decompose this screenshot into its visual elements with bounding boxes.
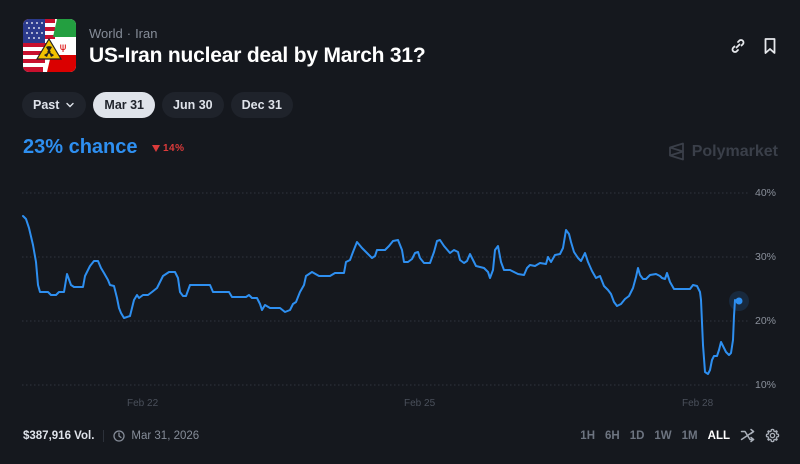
past-label: Past [33, 98, 60, 112]
price-chart[interactable] [0, 180, 800, 410]
svg-text:ψ: ψ [60, 42, 67, 53]
range-all[interactable]: ALL [707, 429, 730, 442]
volume: $387,916 Vol. [23, 430, 95, 442]
x-tick-feb-28: Feb 28 [682, 398, 714, 409]
settings-gear-icon[interactable] [765, 428, 780, 443]
x-tick-feb-22: Feb 22 [127, 398, 159, 409]
page-title: US-Iran nuclear deal by March 31? [89, 44, 426, 67]
y-tick-40: 40% [755, 187, 777, 199]
triangle-down-icon [152, 145, 160, 152]
breadcrumb-world[interactable]: World [89, 26, 123, 41]
range-6h[interactable]: 6H [605, 429, 620, 442]
change-indicator: 14% [152, 143, 185, 154]
range-1w[interactable]: 1W [654, 429, 672, 442]
price-line [22, 215, 740, 375]
date-selector: Past Mar 31 Jun 30 Dec 31 [22, 92, 293, 118]
brand-name: Polymarket [691, 142, 778, 160]
y-tick-20: 20% [755, 315, 777, 327]
header-actions [730, 37, 778, 55]
change-value: 14% [163, 143, 185, 154]
current-point [735, 297, 743, 305]
polymarket-watermark: Polymarket [668, 142, 778, 161]
bookmark-icon [764, 38, 776, 54]
y-tick-10: 10% [755, 379, 777, 391]
link-icon [731, 39, 745, 53]
market-stats: $387,916 Vol. Mar 31, 2026 [23, 430, 199, 442]
date-pill-mar-31[interactable]: Mar 31 [93, 92, 156, 118]
breadcrumb: World · Iran [89, 26, 157, 41]
date-pill-jun-30[interactable]: Jun 30 [162, 92, 224, 118]
breadcrumb-separator: · [126, 26, 132, 41]
bookmark-button[interactable] [762, 37, 778, 55]
y-tick-30: 30% [755, 251, 777, 263]
polymarket-logo-icon [668, 142, 684, 161]
divider [103, 430, 105, 442]
market-flag-icon: ψ [23, 19, 76, 72]
clock-icon [113, 430, 126, 442]
range-1m[interactable]: 1M [681, 429, 698, 442]
range-1d[interactable]: 1D [629, 429, 645, 442]
time-range-selector: 1H 6H 1D 1W 1M ALL [580, 428, 780, 443]
chance-value: 23% chance [23, 136, 138, 158]
breadcrumb-iran[interactable]: Iran [135, 26, 158, 41]
end-date-text: Mar 31, 2026 [131, 430, 200, 442]
x-tick-feb-25: Feb 25 [404, 398, 436, 409]
end-date: Mar 31, 2026 [113, 430, 199, 442]
date-pill-dec-31[interactable]: Dec 31 [230, 92, 293, 118]
copy-link-button[interactable] [730, 37, 746, 55]
range-1h[interactable]: 1H [580, 429, 595, 442]
shuffle-icon[interactable] [740, 428, 755, 443]
chevron-down-icon [66, 102, 75, 108]
past-dropdown[interactable]: Past [22, 92, 87, 118]
